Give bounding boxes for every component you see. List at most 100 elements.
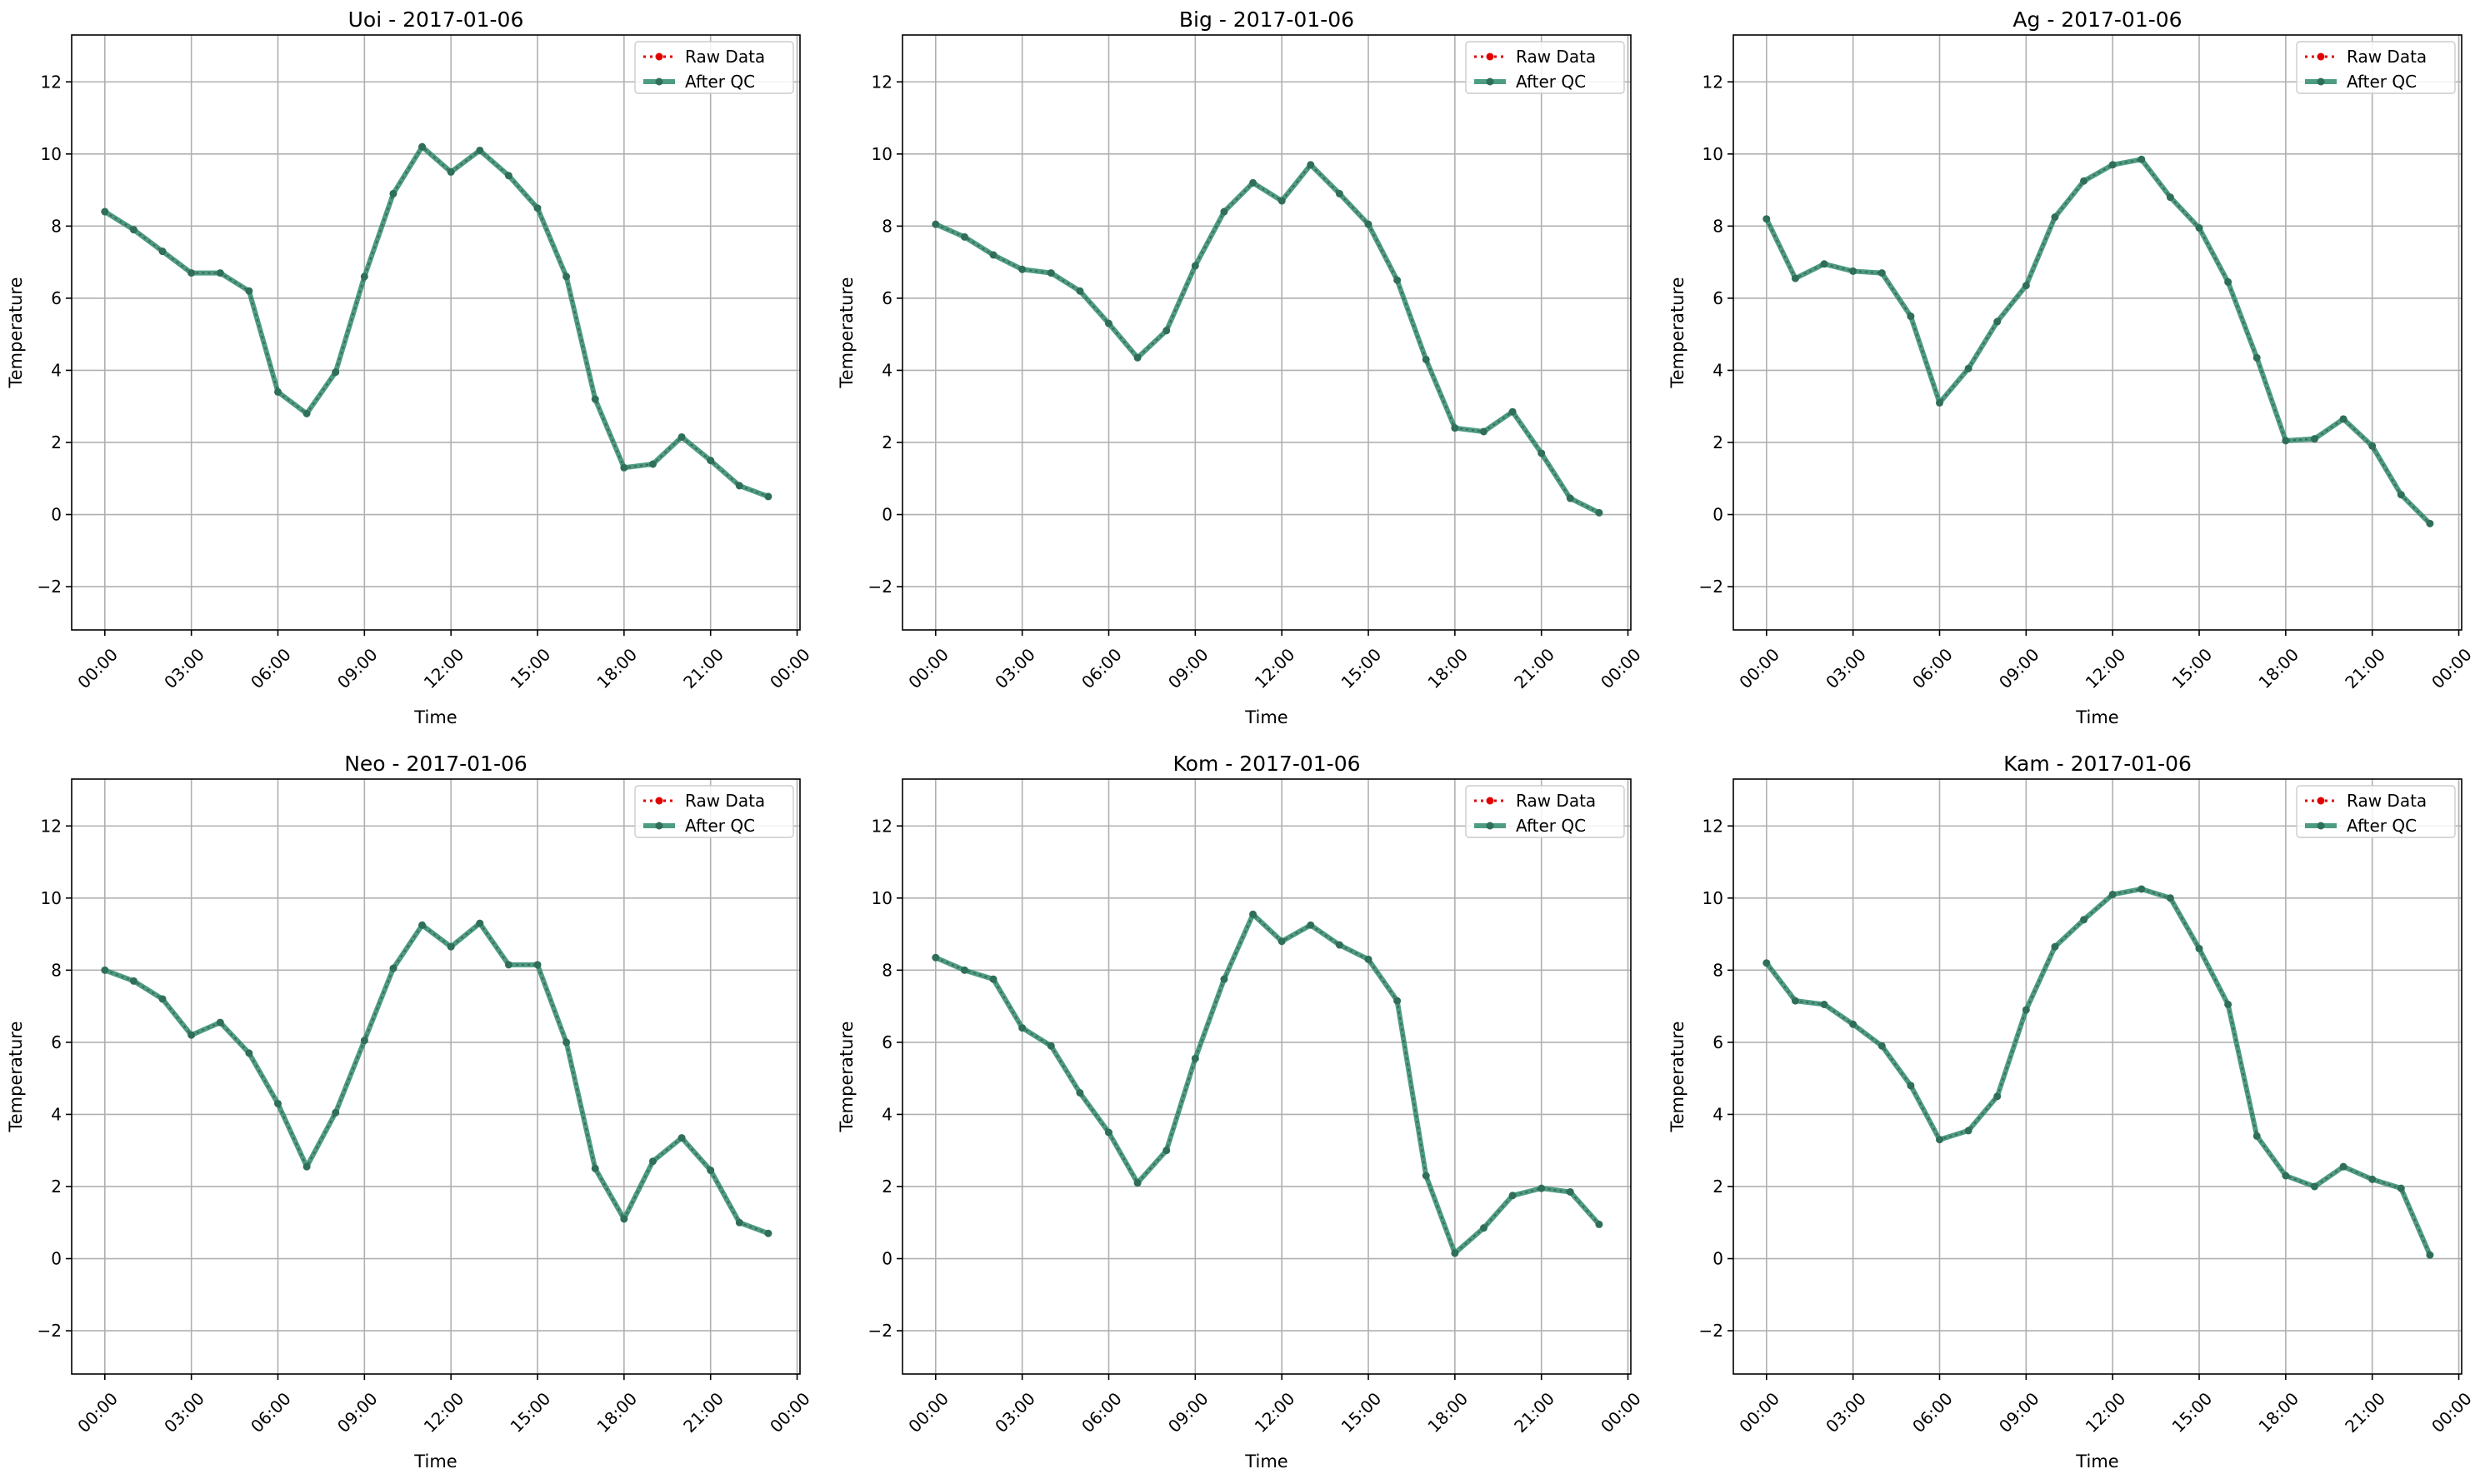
data-point xyxy=(1335,189,1343,197)
series-line-after-qc xyxy=(934,162,1601,516)
data-point xyxy=(2310,435,2318,443)
y-tick-label: 10 xyxy=(41,144,62,164)
x-tick-label: 18:00 xyxy=(1423,1388,1472,1437)
chart-title: Big - 2017-01-06 xyxy=(1179,7,1354,32)
x-axis-label: Time xyxy=(413,1452,457,1472)
data-point xyxy=(2166,193,2174,202)
data-point xyxy=(1018,1024,1027,1032)
data-point xyxy=(245,287,253,295)
data-point xyxy=(245,1049,253,1057)
y-tick-label: 6 xyxy=(1712,288,1723,308)
x-tick-label: 18:00 xyxy=(592,1388,641,1437)
y-axis-label: Temperature xyxy=(837,277,857,388)
x-tick-label: 06:00 xyxy=(247,1388,295,1437)
data-point xyxy=(2426,1251,2434,1259)
y-tick-label: 0 xyxy=(1712,1249,1723,1269)
data-point xyxy=(1849,267,1858,275)
data-point xyxy=(648,460,657,468)
x-tick-label: 00:00 xyxy=(1735,1388,1783,1437)
y-tick-label: 0 xyxy=(882,1249,892,1269)
x-tick-label: 00:00 xyxy=(73,1388,122,1437)
data-point xyxy=(1307,921,1315,929)
y-tick-label: 6 xyxy=(882,1032,892,1052)
data-point xyxy=(2397,1184,2405,1192)
legend-label-qc: After QC xyxy=(2347,816,2417,836)
series-line-raw-data xyxy=(104,145,769,497)
data-point xyxy=(2166,894,2174,902)
data-point xyxy=(2252,353,2261,362)
data-point xyxy=(1935,398,1943,407)
x-tick-label: 06:00 xyxy=(1908,644,1957,692)
x-tick-label: 03:00 xyxy=(1822,1388,1870,1437)
series-line-raw-data xyxy=(104,922,769,1235)
data-point xyxy=(1018,265,1027,273)
data-point xyxy=(1364,955,1372,963)
x-tick-label: 18:00 xyxy=(592,644,641,692)
x-tick-label: 03:00 xyxy=(1822,644,1870,692)
series-line-raw-data xyxy=(1765,158,2431,525)
data-point xyxy=(1508,1192,1517,1200)
x-tick-label: 03:00 xyxy=(991,644,1039,692)
x-tick-label: 12:00 xyxy=(1251,644,1299,692)
data-point xyxy=(2138,885,2146,893)
legend-label-qc: After QC xyxy=(685,72,755,92)
y-tick-label: 12 xyxy=(1702,816,1723,836)
data-point xyxy=(1104,1128,1112,1137)
data-point xyxy=(1278,937,1286,946)
y-tick-label: 8 xyxy=(882,216,892,236)
x-tick-label: 21:00 xyxy=(1510,644,1558,692)
y-tick-label: 8 xyxy=(1712,216,1723,236)
data-point xyxy=(1878,269,1886,277)
data-point xyxy=(2195,944,2203,952)
data-point xyxy=(678,432,686,441)
data-point xyxy=(989,975,998,983)
y-tick-label: 4 xyxy=(1712,1104,1723,1124)
data-point xyxy=(960,232,968,241)
data-point xyxy=(273,387,282,396)
data-point xyxy=(707,1167,715,1175)
x-tick-label: 12:00 xyxy=(1251,1388,1299,1437)
chart-panel: 00:00 03:00 06:00 09:00 12:00 15:00 18:00 21:00… xyxy=(837,752,1645,1472)
y-tick-label: 2 xyxy=(51,432,62,452)
data-point xyxy=(1076,1088,1084,1097)
legend: Raw Data After QC xyxy=(2296,41,2456,94)
data-point xyxy=(620,463,628,472)
x-tick-label: 21:00 xyxy=(679,644,728,692)
data-point xyxy=(302,1162,311,1171)
data-point xyxy=(302,409,311,417)
axes-frame xyxy=(902,34,1632,631)
data-point xyxy=(389,964,398,972)
data-point xyxy=(932,220,940,228)
data-point xyxy=(2397,491,2405,499)
y-axis-label: Temperature xyxy=(837,1021,857,1132)
data-point xyxy=(620,1215,628,1223)
axes-frame xyxy=(1732,34,2462,631)
data-point xyxy=(1907,1082,1915,1090)
y-tick-label: 10 xyxy=(872,888,892,908)
data-point xyxy=(389,189,398,197)
y-tick-label: 12 xyxy=(41,72,62,92)
data-point xyxy=(1162,1147,1171,1155)
x-axis-label: Time xyxy=(413,707,457,727)
chart-panel: 00:00 03:00 06:00 09:00 12:00 15:00 18:00 21:00… xyxy=(6,7,814,727)
data-point xyxy=(360,1037,368,1045)
x-tick-label: 18:00 xyxy=(2254,644,2302,692)
axes-frame xyxy=(71,778,801,1375)
x-tick-label: 00:00 xyxy=(73,644,122,692)
data-point xyxy=(2022,1006,2030,1014)
legend-marker-qc xyxy=(1486,822,1494,830)
legend: Raw Data After QC xyxy=(634,41,794,94)
data-point xyxy=(447,167,455,176)
data-point xyxy=(1162,327,1171,335)
grid xyxy=(1733,35,2462,630)
y-tick-label: 10 xyxy=(1702,888,1723,908)
data-point xyxy=(2051,213,2059,222)
x-tick-label: 00:00 xyxy=(1597,644,1645,692)
y-tick-label: 4 xyxy=(1712,360,1723,380)
y-tick-label: 4 xyxy=(51,360,62,380)
x-tick-label: 09:00 xyxy=(1164,1388,1212,1437)
y-tick-label: 8 xyxy=(51,960,62,980)
data-point xyxy=(1249,178,1258,187)
chart-panel: 00:00 03:00 06:00 09:00 12:00 15:00 18:00 21:00… xyxy=(1668,7,2476,727)
x-tick-label: 18:00 xyxy=(1423,644,1472,692)
